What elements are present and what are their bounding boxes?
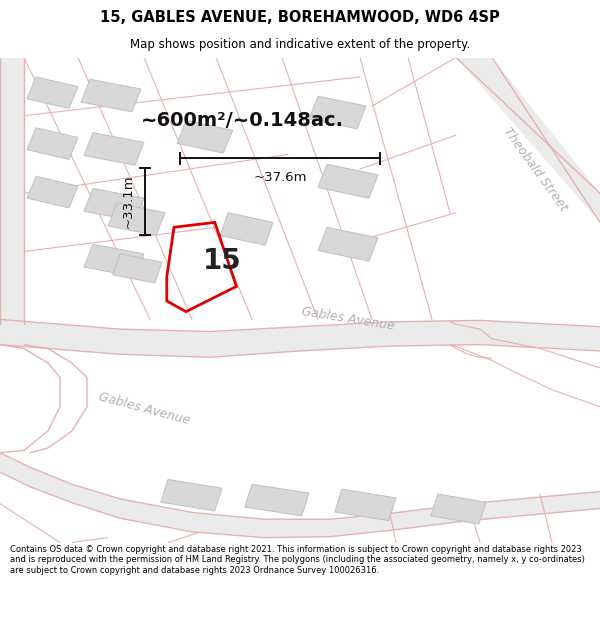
Text: Theobald Street: Theobald Street [500,125,570,213]
Polygon shape [335,489,396,521]
Text: ~37.6m: ~37.6m [253,171,307,184]
Polygon shape [220,213,273,245]
Polygon shape [27,176,78,208]
Polygon shape [161,479,222,511]
Polygon shape [27,128,78,159]
Text: Gables Avenue: Gables Avenue [301,304,395,332]
Polygon shape [0,452,600,538]
Polygon shape [318,164,378,198]
Text: ~600m²/~0.148ac.: ~600m²/~0.148ac. [141,111,344,130]
Text: Gables Avenue: Gables Avenue [97,391,191,428]
Polygon shape [318,228,378,261]
Polygon shape [0,319,600,357]
Polygon shape [108,203,165,236]
Polygon shape [84,244,144,277]
Polygon shape [0,58,24,324]
Polygon shape [84,132,144,165]
Polygon shape [431,494,486,524]
Polygon shape [81,79,141,112]
Polygon shape [113,254,162,283]
Text: 15, GABLES AVENUE, BOREHAMWOOD, WD6 4SP: 15, GABLES AVENUE, BOREHAMWOOD, WD6 4SP [100,10,500,25]
Text: Map shows position and indicative extent of the property.: Map shows position and indicative extent… [130,38,470,51]
Polygon shape [27,77,78,108]
Polygon shape [309,96,366,129]
Text: ~33.1m: ~33.1m [122,174,135,228]
Text: Contains OS data © Crown copyright and database right 2021. This information is : Contains OS data © Crown copyright and d… [10,545,584,575]
Polygon shape [177,121,233,153]
Polygon shape [84,189,144,221]
Text: 15: 15 [203,248,241,275]
Polygon shape [456,58,600,222]
Polygon shape [245,484,309,516]
